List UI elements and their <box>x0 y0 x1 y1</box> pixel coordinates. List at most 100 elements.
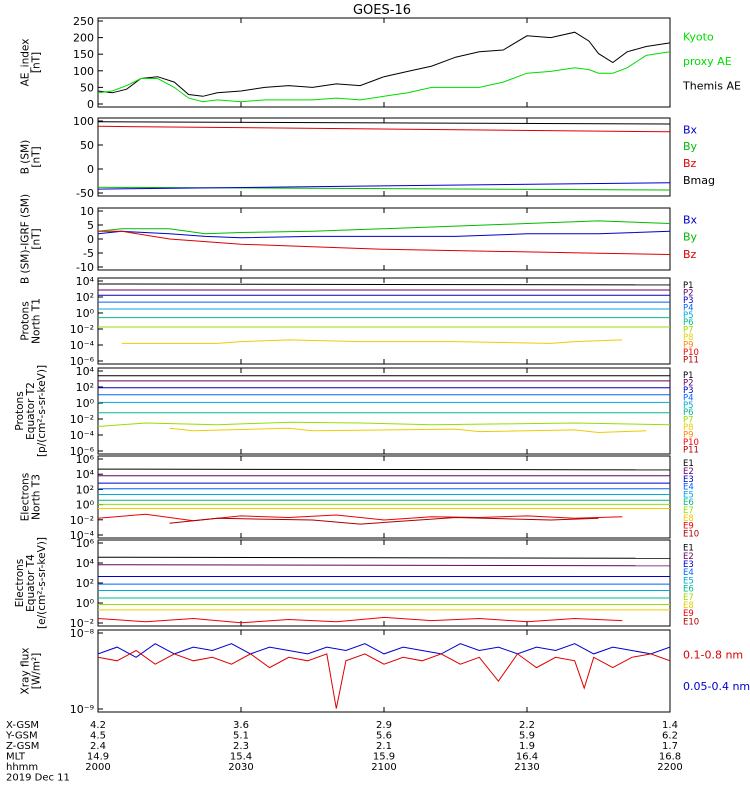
legend-entry: P10 <box>683 438 699 448</box>
y-tick-label: 10⁻⁴ <box>70 529 95 542</box>
footer-value: 15.9 <box>373 752 395 763</box>
footer-value: 2030 <box>228 762 253 773</box>
y-tick-label: 10⁴ <box>76 365 95 378</box>
y-tick-label: 10⁻² <box>70 514 94 527</box>
y-tick-label: 10⁻⁶ <box>70 445 95 458</box>
legend-entry: By <box>683 140 698 153</box>
series-e2 <box>98 564 670 567</box>
legend-entry: E5 <box>683 576 694 586</box>
footer-row-label: X-GSM <box>6 720 39 731</box>
y-axis-label-line: [e/(cm²-s-sr-keV)] <box>36 537 48 629</box>
series-e1 <box>98 556 670 559</box>
footer-value: 5.9 <box>519 731 535 742</box>
legend-entry: P3 <box>683 296 694 306</box>
series-p8 <box>169 427 647 434</box>
y-axis-label-line: B (SM)-IGRF (SM) <box>20 194 32 284</box>
y-axis-label-line: [nT] <box>31 146 43 167</box>
legend-entry: proxy AE <box>683 55 732 68</box>
legend-entry: P4 <box>683 393 694 403</box>
legend-entry: P9 <box>683 431 694 441</box>
y-tick-label: 50 <box>80 139 94 152</box>
y-axis-label-line: B (SM) <box>20 140 32 174</box>
y-axis-label: Protons North T1 <box>20 298 43 344</box>
y-tick-label: 10⁻⁴ <box>70 429 95 442</box>
y-tick-label: -5 <box>83 247 94 260</box>
y-axis-label-line: [nT] <box>31 52 43 73</box>
footer-row-label: hhmm <box>6 762 38 773</box>
y-tick-label: 10⁰ <box>76 499 95 512</box>
legend-entry: E3 <box>683 560 694 570</box>
panel-8: 10⁻⁸ 10⁻⁹ Xray flux [W/m²] 0.1-0.8 nm 0.05-0.… <box>20 627 750 716</box>
legend-entry: P4 <box>683 303 694 313</box>
y-axis-label-line: Protons <box>14 391 26 430</box>
series-p8 <box>121 339 623 344</box>
legend-entry: Bmag <box>683 174 715 187</box>
y-tick-label: 10⁻⁴ <box>70 339 95 352</box>
footer-value: 2200 <box>657 762 682 773</box>
panel-2: 100 50 0 -50 B (SM) [nT] Bx By Bz Bmag <box>20 115 716 200</box>
footer-value: 14.9 <box>87 752 109 763</box>
y-axis-label-line: AE_index <box>20 39 32 87</box>
legend-entry: Bz <box>683 248 697 261</box>
legend-entry: E2 <box>683 552 694 562</box>
y-tick-label: 10² <box>76 291 94 304</box>
legend-entry: E10 <box>683 617 699 627</box>
series-e9 <box>98 616 623 624</box>
y-tick-label: 10⁰ <box>76 597 95 610</box>
y-axis-label-line: [p/(cm²-s-sr-keV)] <box>36 365 48 457</box>
legend-entry: P11 <box>683 446 699 456</box>
legend-entry: E10 <box>683 529 699 539</box>
legend-entry: P7 <box>683 326 694 336</box>
legend-entry: E9 <box>683 609 694 619</box>
panel-frame <box>97 277 671 365</box>
y-tick-label: 200 <box>73 32 94 45</box>
legend-entry: 0.1-0.8 nm <box>683 648 743 661</box>
y-tick-label: 10⁶ <box>76 537 95 550</box>
y-tick-label: 5 <box>87 219 94 232</box>
footer-value: 16.4 <box>516 752 538 763</box>
panel-frame <box>97 117 671 197</box>
y-tick-label: -50 <box>76 187 94 200</box>
footer-row-label: Y-GSM <box>5 731 38 742</box>
legend-entry: E3 <box>683 475 694 485</box>
y-axis-label-line: Electrons <box>20 473 32 522</box>
series-by <box>98 220 670 235</box>
legend-entry: E6 <box>683 585 694 595</box>
legend-entry: By <box>683 231 698 244</box>
y-tick-label: 10² <box>76 483 94 496</box>
footer-value: 4.2 <box>90 720 106 731</box>
y-tick-label: 10⁻⁶ <box>70 355 95 368</box>
y-axis-label: Protons Equator T2 [p/(cm²-s-sr-keV)] <box>14 365 48 457</box>
panel-frame <box>97 455 671 539</box>
y-axis-label-line: Protons <box>20 301 32 340</box>
y-axis-label-line: Xray flux <box>20 648 32 695</box>
y-axis-label: B (SM) [nT] <box>20 140 43 174</box>
y-tick-label: 10⁴ <box>76 557 95 570</box>
footer-value: 2.3 <box>233 741 249 752</box>
series-themis-ae <box>98 31 670 97</box>
series-bz <box>98 230 670 255</box>
series-bmag <box>98 121 670 125</box>
footer-value: 4.5 <box>90 731 106 742</box>
footer-value: 16.8 <box>659 752 681 763</box>
y-tick-label: 10⁰ <box>76 397 95 410</box>
panel-5: 10⁴ 10² 10⁰ 10⁻² 10⁻⁴ 10⁻⁶ Protons Equator T2 [p… <box>14 365 699 458</box>
legend-entry: P3 <box>683 386 694 396</box>
y-tick-label: 10² <box>76 577 94 590</box>
y-tick-label: 10⁴ <box>76 275 95 288</box>
footer-value: 3.6 <box>233 720 249 731</box>
legend-entry: Bx <box>683 214 698 227</box>
legend-entry: P1 <box>683 281 694 291</box>
legend-entry: P1 <box>683 371 694 381</box>
footer-value: 6.2 <box>662 731 678 742</box>
y-axis-label: AE_index [nT] <box>20 39 43 87</box>
series-bx <box>98 230 670 239</box>
legend-entry: P6 <box>683 408 694 418</box>
y-tick-label: 10⁻⁸ <box>70 627 95 640</box>
legend-entry: P11 <box>683 356 699 366</box>
y-tick-label: 250 <box>73 15 94 28</box>
legend-entry: E1 <box>683 544 694 554</box>
